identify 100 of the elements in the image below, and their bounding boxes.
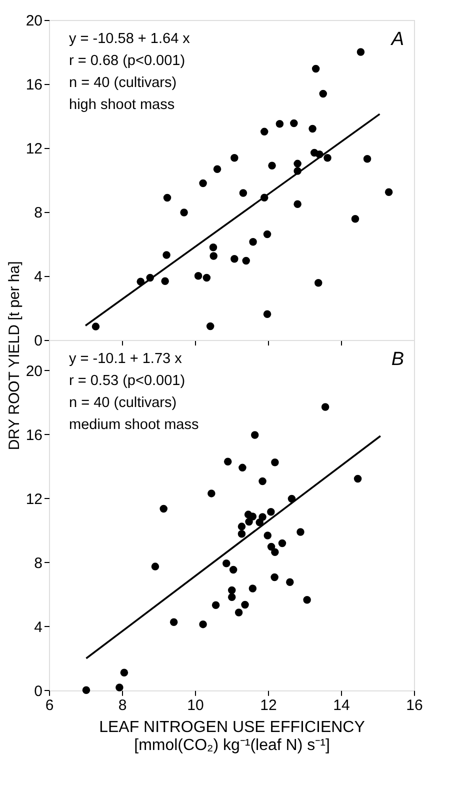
point — [238, 522, 246, 530]
point — [209, 243, 218, 252]
point — [319, 90, 327, 98]
y-tick-label: 20 — [26, 12, 42, 30]
point — [241, 600, 249, 609]
annotation: n = 40 (cultivars) — [69, 75, 177, 91]
point — [242, 256, 250, 265]
point — [270, 573, 278, 582]
point — [290, 119, 298, 128]
point — [351, 215, 360, 223]
point — [248, 584, 257, 592]
point — [162, 251, 170, 259]
y-tick-label: 20 — [26, 362, 42, 380]
point — [230, 255, 238, 263]
point — [228, 593, 236, 601]
point — [267, 542, 276, 551]
point — [294, 160, 302, 168]
x-tick-label: 12 — [260, 696, 277, 714]
point — [238, 530, 246, 538]
y-tick-label: 4 — [34, 618, 42, 636]
y-axis-title: DRY ROOT YIELD [t per ha] — [6, 261, 23, 450]
y-tick-label: 16 — [26, 76, 42, 94]
point — [224, 458, 232, 466]
point — [160, 504, 168, 513]
x-tick-label: 14 — [333, 696, 350, 714]
point — [120, 668, 128, 677]
x-tick-label: 10 — [187, 696, 204, 714]
y-tick-label: 0 — [34, 682, 42, 700]
y-tick-label: 12 — [26, 490, 42, 508]
point — [199, 620, 207, 628]
point — [170, 618, 178, 626]
y-tick-label: 0 — [34, 332, 42, 350]
point — [286, 578, 294, 586]
point — [294, 200, 302, 208]
point — [210, 252, 218, 260]
point — [271, 458, 279, 466]
point — [151, 562, 160, 570]
annotation: r = 0.68 (p<0.001) — [69, 53, 186, 69]
annotation: y = -10.58 + 1.64 x — [69, 31, 191, 47]
point — [163, 194, 172, 202]
point — [263, 230, 272, 238]
annotation: r = 0.53 (p<0.001) — [69, 373, 186, 389]
point — [296, 528, 304, 536]
point — [230, 154, 238, 162]
point — [324, 154, 332, 162]
point — [222, 559, 230, 568]
point — [245, 518, 253, 526]
annotation: n = 40 (cultivars) — [69, 395, 177, 411]
point — [384, 188, 393, 196]
point — [264, 532, 272, 540]
point — [239, 189, 248, 197]
x-tick-label: 16 — [406, 696, 423, 714]
point — [354, 474, 362, 483]
point — [229, 566, 238, 574]
y-tick-label: 8 — [34, 554, 42, 572]
point — [161, 277, 169, 285]
point — [258, 477, 266, 486]
point — [199, 179, 207, 188]
point — [194, 272, 202, 280]
annotation: y = -10.1 + 1.73 x — [69, 351, 183, 367]
annotation: A — [390, 29, 404, 50]
point — [82, 686, 90, 694]
point — [314, 279, 322, 287]
point — [278, 539, 286, 548]
y-tick-label: 12 — [26, 140, 42, 158]
point — [276, 120, 284, 128]
point — [208, 490, 216, 498]
point — [321, 403, 330, 411]
point — [303, 596, 311, 604]
point — [206, 322, 214, 330]
point — [267, 508, 275, 516]
point — [202, 274, 211, 282]
point — [256, 518, 264, 526]
point — [268, 162, 276, 170]
x-axis-title: LEAF NITROGEN USE EFFICIENCY [mmol(CO₂) kg⁻¹(leaf N) s⁻¹] — [99, 718, 366, 754]
point — [234, 608, 243, 616]
annotation: B — [391, 349, 404, 370]
annotation: high shoot mass — [69, 97, 175, 113]
point — [249, 238, 257, 246]
point — [308, 124, 316, 133]
point — [238, 464, 246, 472]
point — [228, 586, 236, 594]
point — [116, 684, 124, 692]
point — [263, 310, 272, 318]
point — [250, 431, 259, 439]
annotation: medium shoot mass — [69, 417, 199, 433]
point — [312, 64, 320, 73]
point — [260, 128, 268, 136]
point — [92, 322, 100, 330]
point — [180, 208, 188, 216]
y-tick-label: 16 — [26, 426, 42, 444]
point — [356, 48, 365, 56]
point — [212, 601, 220, 609]
y-tick-label: 4 — [34, 268, 42, 286]
point — [271, 548, 279, 556]
point — [363, 155, 372, 163]
point — [213, 165, 222, 173]
y-tick-label: 8 — [34, 204, 42, 222]
x-tick-label: 6 — [45, 696, 54, 714]
x-tick-label: 8 — [118, 696, 127, 714]
